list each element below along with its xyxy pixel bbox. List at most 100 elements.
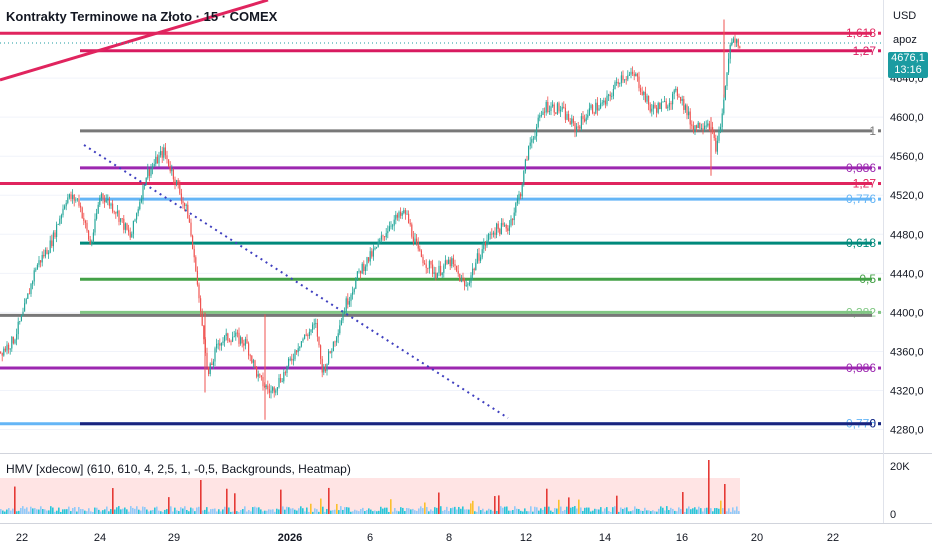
candle-body: [230, 341, 232, 342]
indicator-legend[interactable]: HMV [xdecow] (610, 610, 4, 2,5, 1, -0,5,…: [6, 462, 351, 476]
candle-body: [288, 358, 290, 367]
chart-title[interactable]: Kontrakty Terminowe na Złoto · 15 · COME…: [6, 9, 278, 24]
candle-body: [496, 223, 498, 235]
volume-bar: [238, 511, 240, 514]
volume-bar: [572, 506, 574, 514]
candle-body: [542, 111, 544, 115]
volume-bar: [310, 503, 312, 514]
volume-bar: [148, 511, 150, 514]
volume-bar: [124, 507, 126, 514]
candle-body: [312, 324, 314, 330]
candle-body: [624, 79, 626, 81]
candle-body: [656, 107, 658, 113]
candle-body: [174, 179, 176, 185]
candle-body: [553, 104, 555, 113]
candle-body: [566, 114, 568, 120]
volume-bar: [270, 509, 272, 514]
volume-bar: [78, 507, 80, 514]
candle-body: [590, 105, 592, 109]
volume-bar: [404, 511, 406, 514]
volume-bar: [248, 510, 250, 514]
volume-bar: [152, 510, 154, 514]
candle-body: [46, 249, 48, 255]
volume-bar: [400, 507, 402, 514]
volume-bar: [716, 508, 718, 514]
volume-bar: [176, 510, 178, 514]
candle-body: [608, 94, 610, 96]
volume-bar: [196, 507, 198, 514]
candle-body: [27, 293, 29, 299]
candle-body: [356, 271, 358, 280]
volume-bar: [82, 509, 84, 514]
candle-body: [374, 247, 376, 250]
scale-mode-label[interactable]: apoz: [893, 34, 917, 46]
candle-body: [172, 169, 174, 180]
candle-body: [664, 101, 666, 103]
volume-bar: [434, 507, 436, 514]
candle-body: [467, 284, 469, 286]
candle-body: [286, 366, 288, 374]
candle-body: [243, 343, 245, 346]
volume-bar: [322, 506, 324, 514]
volume-bar: [350, 511, 352, 514]
volume-bar: [272, 509, 274, 514]
indicator-axis-zero: 0: [890, 509, 896, 521]
volume-bar: [574, 506, 576, 514]
fib-level-label: 0,886: [846, 161, 876, 175]
candle-body: [670, 102, 672, 105]
candle-body: [412, 236, 414, 244]
candle-body: [609, 94, 611, 97]
volume-bar: [648, 510, 650, 514]
candle-body: [3, 348, 5, 356]
volume-bar: [140, 510, 142, 514]
candle-body: [22, 311, 24, 316]
volume-bar: [62, 509, 64, 514]
volume-bar: [38, 509, 40, 514]
candle-body: [296, 350, 298, 353]
candle-body: [393, 219, 395, 226]
pane-divider[interactable]: [0, 453, 932, 454]
candle-body: [220, 342, 222, 346]
candle-body: [432, 264, 434, 274]
volume-bar: [332, 510, 334, 514]
candle-body: [414, 238, 416, 244]
candle-body: [88, 230, 90, 240]
candle-body: [92, 232, 94, 242]
candle-body: [102, 193, 104, 199]
candle-body: [48, 252, 50, 255]
volume-bar: [714, 508, 716, 514]
candle-body: [451, 258, 453, 267]
volume-bar: [8, 508, 10, 514]
y-tick-label: 4560,0: [890, 151, 924, 163]
volume-bar: [228, 507, 230, 514]
volume-bar: [654, 511, 656, 514]
candle-body: [336, 337, 338, 343]
volume-bar: [138, 509, 140, 514]
candle-body: [216, 343, 218, 349]
volume-bar: [584, 507, 586, 514]
candle-body: [512, 218, 514, 221]
volume-bar: [234, 493, 236, 514]
volume-bar: [462, 506, 464, 514]
volume-bar: [24, 508, 26, 514]
volume-bar: [432, 510, 434, 514]
candle-body: [708, 123, 710, 130]
volume-bar: [518, 509, 520, 514]
volume-bar: [688, 506, 690, 514]
candle-body: [660, 102, 662, 110]
candle-body: [604, 100, 606, 105]
candle-body: [483, 242, 485, 250]
candle-body: [665, 101, 667, 109]
volume-bar: [352, 511, 354, 514]
candle-body: [731, 42, 733, 46]
x-tick-label: 24: [94, 532, 106, 544]
currency-label[interactable]: USD: [893, 10, 917, 22]
candle-body: [260, 375, 262, 377]
candle-body: [49, 240, 51, 253]
candle-body: [422, 256, 424, 264]
fib-level-label: 0,5: [859, 272, 876, 286]
candle-body: [315, 322, 317, 324]
volume-bar: [718, 508, 720, 514]
candle-body: [555, 112, 557, 114]
